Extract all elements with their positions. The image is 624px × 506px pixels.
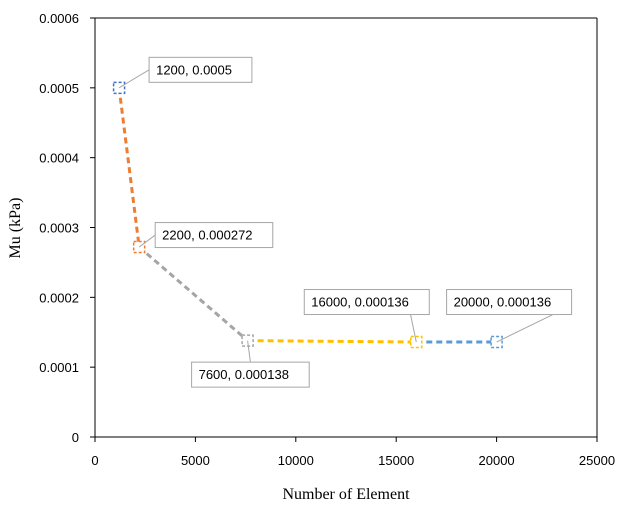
data-labels: 1200, 0.0005 2200, 0.000272 7600, 0.000138… (118, 56, 573, 388)
data-label-callout: 7600, 0.000138 (191, 340, 310, 388)
series-segment (247, 339, 417, 344)
callout-box (148, 56, 253, 83)
data-label-callout: 2200, 0.000272 (138, 222, 274, 249)
callout-box (446, 289, 573, 316)
x-tick-label: 5000 (181, 453, 210, 468)
data-label-callout: 20000, 0.000136 (446, 289, 573, 343)
y-tick-label: 0.0006 (39, 11, 79, 26)
data-label-callout: 1200, 0.0005 (118, 56, 253, 89)
callout-box (154, 222, 274, 249)
x-tick-label: 20000 (479, 453, 515, 468)
callout-box (191, 361, 310, 388)
x-tick-label: 0 (91, 453, 98, 468)
callout-leader-line (118, 69, 150, 89)
y-axis-title: Mu (kPa) (7, 198, 24, 259)
y-tick-label: 0.0005 (39, 81, 79, 96)
callout-leader-line (410, 314, 417, 343)
series-segment (138, 245, 249, 342)
series-segment (117, 87, 141, 248)
x-tick-label: 10000 (278, 453, 314, 468)
x-axis-title: Number of Element (282, 486, 410, 503)
y-tick-label: 0.0002 (39, 290, 79, 305)
callout-leader-line (496, 314, 554, 343)
y-tick-label: 0.0001 (39, 360, 79, 375)
x-tick-label: 25000 (579, 453, 615, 468)
data-label-text: 1200, 0.0005 (156, 62, 232, 77)
y-ticks: 0 0.0001 0.0002 0.0003 0.0004 0.0005 0.0006 (39, 11, 95, 445)
data-label-text: 2200, 0.000272 (162, 228, 252, 243)
data-label-text: 7600, 0.000138 (199, 367, 289, 382)
callout-box (303, 289, 430, 316)
series-lines (117, 87, 497, 344)
y-tick-label: 0.0003 (39, 221, 79, 236)
callout-leader-line (247, 340, 251, 363)
data-label-callout: 16000, 0.000136 (303, 289, 430, 343)
callout-leader-line (138, 234, 156, 248)
x-tick-label: 15000 (378, 453, 414, 468)
data-label-text: 16000, 0.000136 (311, 295, 409, 310)
y-tick-label: 0 (72, 430, 79, 445)
x-ticks: 0 5000 10000 15000 20000 25000 (91, 437, 615, 468)
y-tick-label: 0.0004 (39, 151, 79, 166)
data-label-text: 20000, 0.000136 (454, 295, 552, 310)
